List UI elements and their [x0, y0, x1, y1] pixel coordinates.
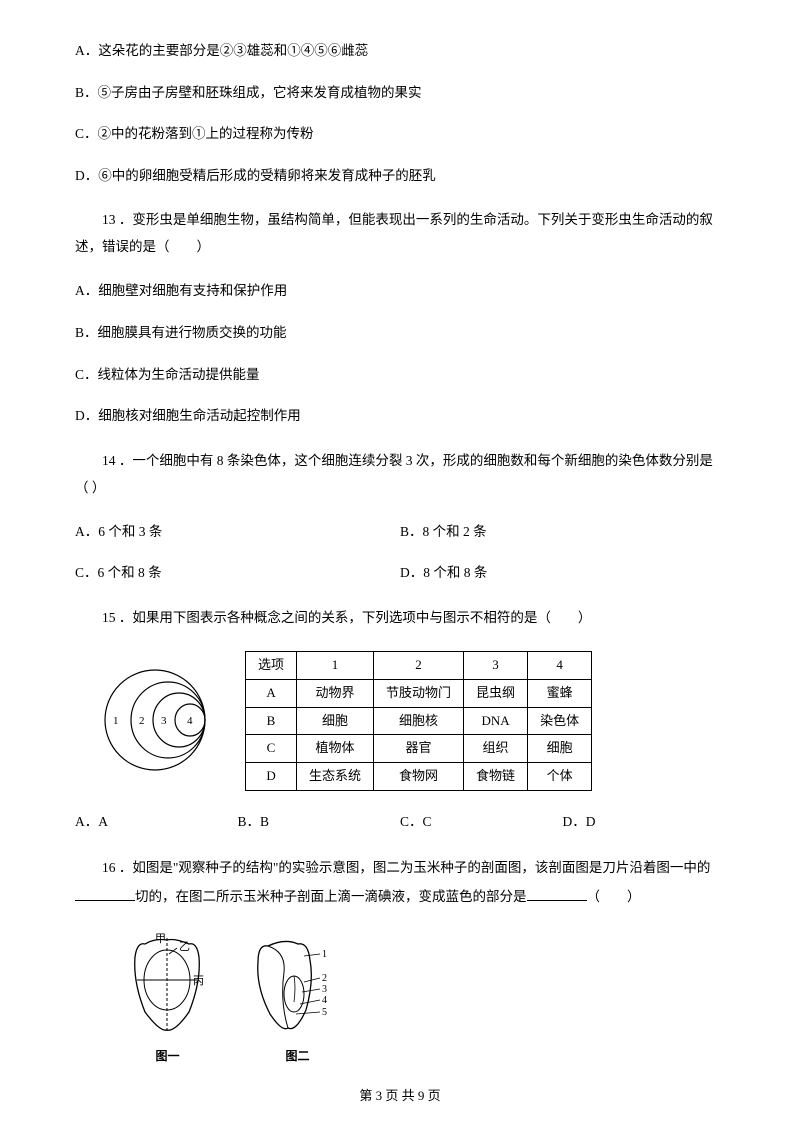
table-header-row: 选项 1 2 3 4 [246, 651, 592, 679]
seed-figure-2: 1 2 3 4 5 图二 [250, 932, 345, 1067]
q14-options-row1: A．6 个和 3 条 B．8 个和 2 条 [75, 521, 725, 543]
fig2-num-5: 5 [322, 1007, 327, 1018]
venn-label-1: 1 [113, 715, 119, 727]
fig1-label-bing: 丙 [193, 975, 204, 987]
q14-text: 14 ．一个细胞中有 8 条染色体，这个细胞连续分裂 3 次，形成的细胞数和每个… [75, 447, 725, 501]
q12-option-c: C．②中的花粉落到①上的过程称为传粉 [75, 123, 725, 145]
fig1-label-yi: 乙 [179, 940, 190, 953]
q15-option-b: B．B [238, 811, 401, 833]
blank-1 [75, 888, 135, 902]
venn-diagram: 1 2 3 4 [95, 668, 225, 773]
table-row: A动物界节肢动物门昆虫纲蜜蜂 [246, 679, 592, 707]
q15-option-d: D．D [563, 811, 726, 833]
q14-option-d: D．8 个和 8 条 [400, 562, 725, 584]
q14-option-c: C．6 个和 8 条 [75, 562, 400, 584]
q15-text: 15 ．如果用下图表示各种概念之间的关系，下列选项中与图示不相符的是（ ） [75, 604, 725, 631]
table-row: C植物体器官组织细胞 [246, 735, 592, 763]
fig1-label-jia: 甲 [155, 933, 166, 945]
fig1-caption: 图一 [125, 1047, 210, 1066]
q16-figures: 甲 乙 丙 图一 1 2 3 4 5 图二 [125, 932, 725, 1067]
th-0: 选项 [246, 651, 297, 679]
q13-text: 13 ．变形虫是单细胞生物，虽结构简单，但能表现出一系列的生命活动。下列关于变形… [75, 206, 725, 260]
fig2-caption: 图二 [250, 1047, 345, 1066]
q13-option-d: D．细胞核对细胞生命活动起控制作用 [75, 405, 725, 427]
concept-table: 选项 1 2 3 4 A动物界节肢动物门昆虫纲蜜蜂 B细胞细胞核DNA染色体 C… [245, 651, 592, 791]
seed-figure-1: 甲 乙 丙 图一 [125, 932, 210, 1067]
fig2-num-1: 1 [322, 949, 327, 960]
q16-text: 16 ．如图是"观察种子的结构"的实验示意图，图二为玉米种子的剖面图，该剖面图是… [75, 853, 725, 912]
q14-option-b: B．8 个和 2 条 [400, 521, 725, 543]
page-footer: 第 3 页 共 9 页 [0, 1086, 800, 1107]
q15-options: A．A B．B C．C D．D [75, 811, 725, 833]
th-2: 2 [374, 651, 464, 679]
q13-option-b: B．细胞膜具有进行物质交换的功能 [75, 322, 725, 344]
q13-option-c: C．线粒体为生命活动提供能量 [75, 364, 725, 386]
q14-option-a: A．6 个和 3 条 [75, 521, 400, 543]
fig2-num-2: 2 [322, 973, 327, 984]
q12-option-a: A．这朵花的主要部分是②③雄蕊和①④⑤⑥雌蕊 [75, 40, 725, 62]
q13-option-a: A．细胞壁对细胞有支持和保护作用 [75, 280, 725, 302]
q15-option-c: C．C [400, 811, 563, 833]
venn-label-3: 3 [161, 715, 167, 727]
fig2-num-4: 4 [322, 995, 327, 1006]
q15-option-a: A．A [75, 811, 238, 833]
blank-2 [527, 888, 587, 902]
q15-figure-row: 1 2 3 4 选项 1 2 3 4 A动物界节肢动物门昆虫纲蜜蜂 B细胞细胞核… [95, 651, 725, 791]
th-1: 1 [297, 651, 374, 679]
table-row: B细胞细胞核DNA染色体 [246, 707, 592, 735]
th-4: 4 [528, 651, 592, 679]
th-3: 3 [464, 651, 528, 679]
q14-options-row2: C．6 个和 8 条 D．8 个和 8 条 [75, 562, 725, 584]
venn-label-4: 4 [187, 715, 193, 727]
fig2-num-3: 3 [322, 984, 327, 995]
q12-option-d: D．⑥中的卵细胞受精后形成的受精卵将来发育成种子的胚乳 [75, 165, 725, 187]
table-row: D生态系统食物网食物链个体 [246, 763, 592, 791]
q12-option-b: B．⑤子房由子房壁和胚珠组成，它将来发育成植物的果实 [75, 82, 725, 104]
venn-label-2: 2 [139, 715, 145, 727]
